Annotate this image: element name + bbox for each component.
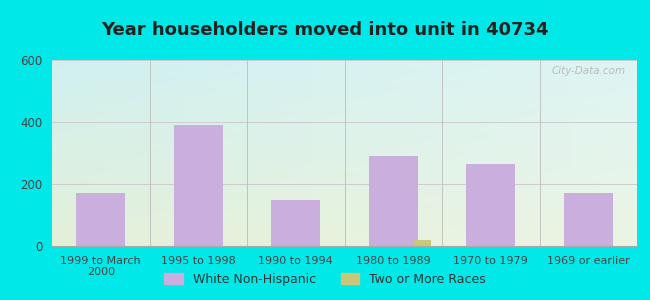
Bar: [564, 193, 612, 246]
Bar: [77, 193, 125, 246]
Bar: [414, 240, 431, 246]
Text: Year householders moved into unit in 40734: Year householders moved into unit in 407…: [101, 21, 549, 39]
Bar: [174, 125, 222, 246]
Legend: White Non-Hispanic, Two or More Races: White Non-Hispanic, Two or More Races: [159, 268, 491, 291]
Text: City-Data.com: City-Data.com: [551, 66, 625, 76]
Bar: [369, 156, 417, 246]
Bar: [272, 200, 320, 246]
Bar: [467, 164, 515, 246]
